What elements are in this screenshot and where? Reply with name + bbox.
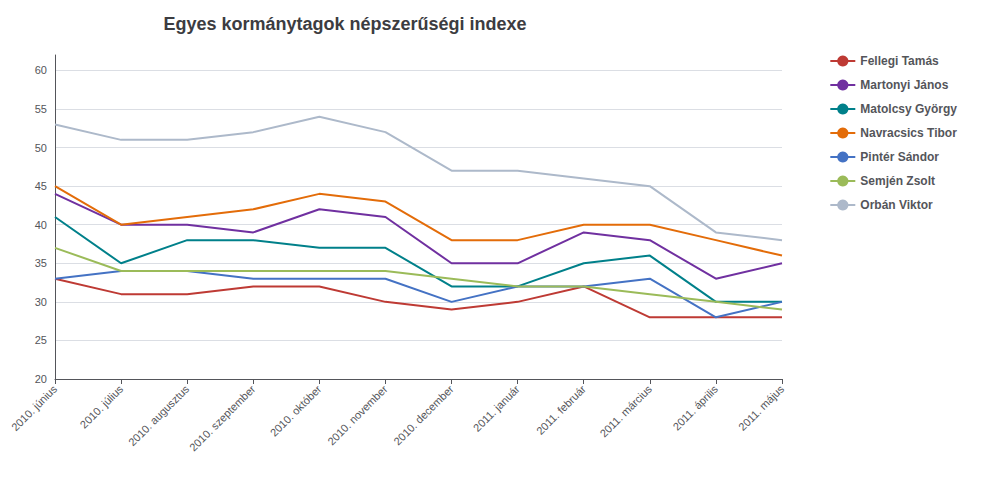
svg-text:Orbán Viktor: Orbán Viktor bbox=[860, 198, 933, 212]
svg-text:2010. július: 2010. július bbox=[78, 382, 126, 430]
svg-text:2011. március: 2011. március bbox=[597, 382, 654, 439]
svg-text:2010. augusztus: 2010. augusztus bbox=[126, 382, 192, 448]
svg-text:Martonyi János: Martonyi János bbox=[860, 78, 948, 92]
svg-text:45: 45 bbox=[35, 180, 47, 192]
svg-text:30: 30 bbox=[35, 296, 47, 308]
svg-text:40: 40 bbox=[35, 219, 47, 231]
svg-text:60: 60 bbox=[35, 64, 47, 76]
svg-text:55: 55 bbox=[35, 103, 47, 115]
svg-text:2010. június: 2010. június bbox=[9, 382, 60, 433]
svg-text:2010. szeptember: 2010. szeptember bbox=[187, 383, 258, 454]
svg-text:2010. október: 2010. október bbox=[268, 383, 324, 439]
svg-text:Semjén Zsolt: Semjén Zsolt bbox=[860, 174, 935, 188]
svg-text:Fellegi Tamás: Fellegi Tamás bbox=[860, 54, 939, 68]
svg-text:2010. december: 2010. december bbox=[391, 383, 456, 448]
svg-text:2011. április: 2011. április bbox=[670, 382, 720, 432]
svg-text:2010. november: 2010. november bbox=[325, 383, 390, 448]
svg-text:25: 25 bbox=[35, 334, 47, 346]
svg-text:2011. május: 2011. május bbox=[736, 382, 787, 433]
svg-text:50: 50 bbox=[35, 142, 47, 154]
svg-text:Egyes kormánytagok népszerűség: Egyes kormánytagok népszerűségi indexe bbox=[163, 14, 526, 34]
svg-text:20: 20 bbox=[35, 373, 47, 385]
svg-text:35: 35 bbox=[35, 257, 47, 269]
svg-text:Navracsics Tibor: Navracsics Tibor bbox=[860, 126, 957, 140]
svg-text:2011. február: 2011. február bbox=[534, 383, 588, 437]
svg-text:Pintér Sándor: Pintér Sándor bbox=[860, 150, 939, 164]
svg-text:Matolcsy György: Matolcsy György bbox=[860, 102, 957, 116]
svg-text:2011. január: 2011. január bbox=[471, 383, 522, 434]
